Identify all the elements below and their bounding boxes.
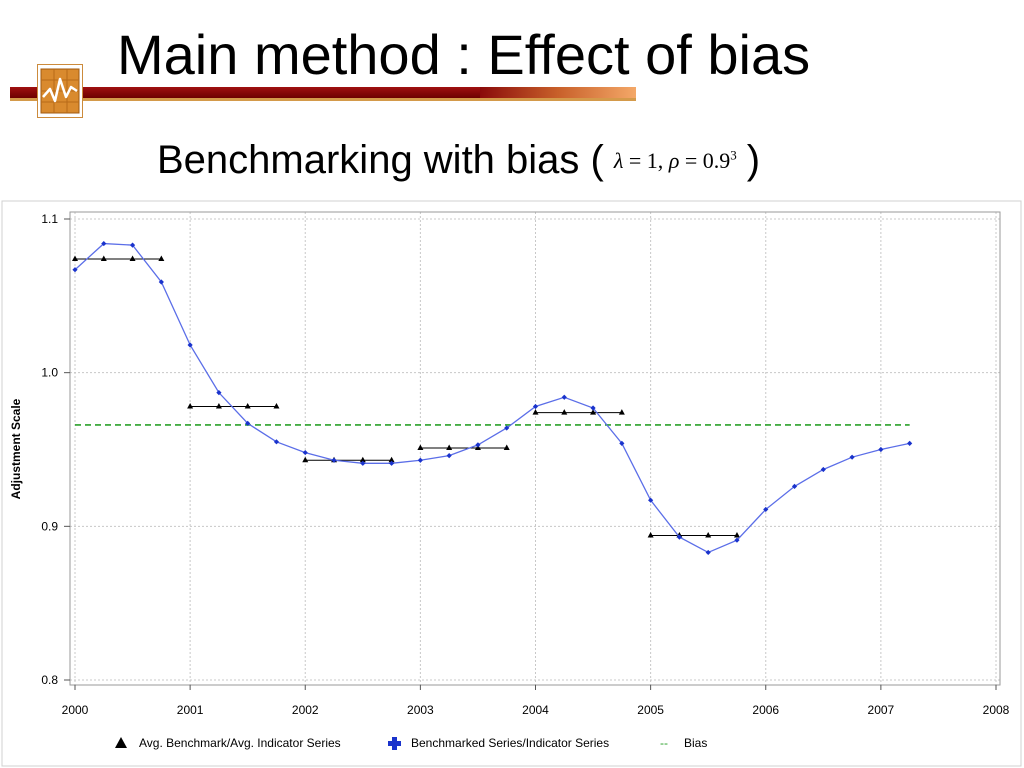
avg-benchmark-triangle bbox=[129, 255, 136, 261]
series bbox=[72, 240, 913, 556]
avg-benchmark-triangle bbox=[72, 255, 78, 261]
benchmarked-point bbox=[763, 506, 769, 513]
x-tick-label: 2002 bbox=[292, 703, 319, 717]
avg-benchmark-triangle bbox=[187, 402, 194, 409]
avg-benchmark-triangle bbox=[359, 456, 366, 463]
avg-benchmark-triangle bbox=[273, 402, 280, 409]
avg-benchmark-triangle bbox=[244, 402, 251, 409]
y-axis-label: Adjustment Scale bbox=[9, 398, 23, 499]
avg-benchmark-triangle bbox=[302, 456, 309, 463]
benchmarked-point bbox=[907, 440, 913, 446]
legend-label-avg-benchmark: Avg. Benchmark/Avg. Indicator Series bbox=[139, 736, 341, 750]
legend: Avg. Benchmark/Avg. Indicator Series Benc… bbox=[115, 736, 707, 750]
benchmarked-point bbox=[245, 420, 251, 426]
x-tick-label: 2003 bbox=[407, 703, 434, 717]
legend-triangle-marker bbox=[115, 737, 127, 748]
legend-dash-marker: -- bbox=[660, 736, 668, 750]
x-tick-label: 2006 bbox=[752, 703, 779, 717]
x-tick-label: 2001 bbox=[177, 703, 204, 717]
axes: 2000 2001 2002 2003 2004 2005 2006 2007 2008 0.8 0… bbox=[41, 212, 1009, 717]
benchmarked-point bbox=[417, 457, 423, 463]
slide-title: Main method : Effect of bias bbox=[117, 23, 811, 86]
benchmarked-point bbox=[820, 466, 826, 473]
benchmarked-point bbox=[360, 460, 366, 466]
benchmarked-point bbox=[446, 453, 452, 459]
x-tick-label: 2007 bbox=[868, 703, 895, 717]
slide-subtitle: Benchmarking with bias ( λ = 1, ρ = 0.93) bbox=[157, 138, 760, 183]
benchmarked-point bbox=[676, 534, 683, 540]
benchmarked-point bbox=[331, 457, 337, 463]
avg-benchmark-triangle bbox=[446, 444, 453, 450]
legend-label-benchmarked: Benchmarked Series/Indicator Series bbox=[411, 736, 609, 750]
title-bar-gold bbox=[10, 98, 636, 101]
legend-cross-marker bbox=[388, 737, 401, 750]
x-tick-label: 2008 bbox=[983, 703, 1010, 717]
benchmarked-point bbox=[101, 240, 107, 247]
avg-benchmark-triangle bbox=[561, 409, 568, 415]
line-chart-icon bbox=[40, 68, 80, 114]
benchmarked-point bbox=[302, 449, 308, 456]
avg-benchmark-triangle bbox=[388, 456, 395, 463]
benchmarked-series-line bbox=[74, 242, 910, 554]
avg-benchmark-triangle bbox=[532, 409, 539, 415]
title-bar-red bbox=[10, 87, 480, 98]
avg-benchmark-triangle bbox=[158, 255, 165, 261]
formula-rho-value: = 0.9 bbox=[679, 148, 731, 173]
avg-benchmark-triangle bbox=[100, 255, 107, 261]
y-tick-label: 1.1 bbox=[41, 212, 58, 226]
avg-benchmark-triangle bbox=[590, 409, 597, 415]
subtitle-suffix: ) bbox=[746, 138, 761, 182]
formula-lambda: λ bbox=[613, 148, 624, 173]
benchmarked-point bbox=[216, 390, 222, 396]
avg-benchmark-triangle bbox=[647, 532, 654, 538]
y-tick-label: 0.9 bbox=[41, 519, 58, 533]
legend-label-bias: Bias bbox=[684, 736, 707, 750]
formula-rho: ρ bbox=[668, 148, 680, 173]
benchmarked-point bbox=[561, 394, 567, 400]
benchmarked-point bbox=[273, 439, 280, 445]
benchmarked-point bbox=[878, 446, 884, 453]
benchmarked-point bbox=[849, 454, 855, 460]
benchmarked-point bbox=[388, 460, 395, 466]
x-tick-label: 2005 bbox=[637, 703, 664, 717]
benchmarked-point bbox=[72, 267, 78, 273]
avg-benchmark-triangle bbox=[733, 532, 740, 538]
title-bar-fade bbox=[480, 87, 636, 98]
x-tick-label: 2000 bbox=[62, 703, 89, 717]
logo bbox=[37, 64, 83, 118]
formula: λ = 1, ρ = 0.93 bbox=[614, 148, 737, 173]
chart-frame bbox=[1, 200, 1022, 767]
subtitle-prefix: Benchmarking with bias ( bbox=[157, 138, 604, 182]
benchmarked-point bbox=[475, 442, 481, 448]
benchmarked-point bbox=[734, 537, 740, 543]
y-tick-label: 1.0 bbox=[41, 366, 58, 380]
benchmarked-point bbox=[158, 279, 164, 285]
benchmarked-point bbox=[129, 242, 136, 248]
avg-benchmark-triangle bbox=[417, 444, 424, 450]
avg-benchmark-triangle bbox=[215, 402, 222, 409]
benchmarked-point bbox=[791, 483, 798, 489]
benchmarked-point bbox=[590, 405, 596, 411]
avg-benchmark-triangle bbox=[705, 532, 712, 538]
y-tick-label: 0.8 bbox=[41, 673, 58, 687]
benchmarked-point bbox=[648, 497, 654, 503]
avg-benchmark-triangle bbox=[503, 444, 510, 450]
formula-lambda-value: = 1, bbox=[623, 148, 664, 173]
benchmarked-point bbox=[187, 342, 193, 348]
avg-benchmark-triangle bbox=[618, 409, 625, 415]
benchmarked-point bbox=[619, 440, 625, 446]
formula-exponent: 3 bbox=[730, 147, 737, 163]
benchmarked-point bbox=[504, 425, 510, 431]
benchmarked-point bbox=[532, 403, 539, 410]
benchmarked-point bbox=[705, 549, 711, 556]
x-tick-label: 2004 bbox=[522, 703, 549, 717]
